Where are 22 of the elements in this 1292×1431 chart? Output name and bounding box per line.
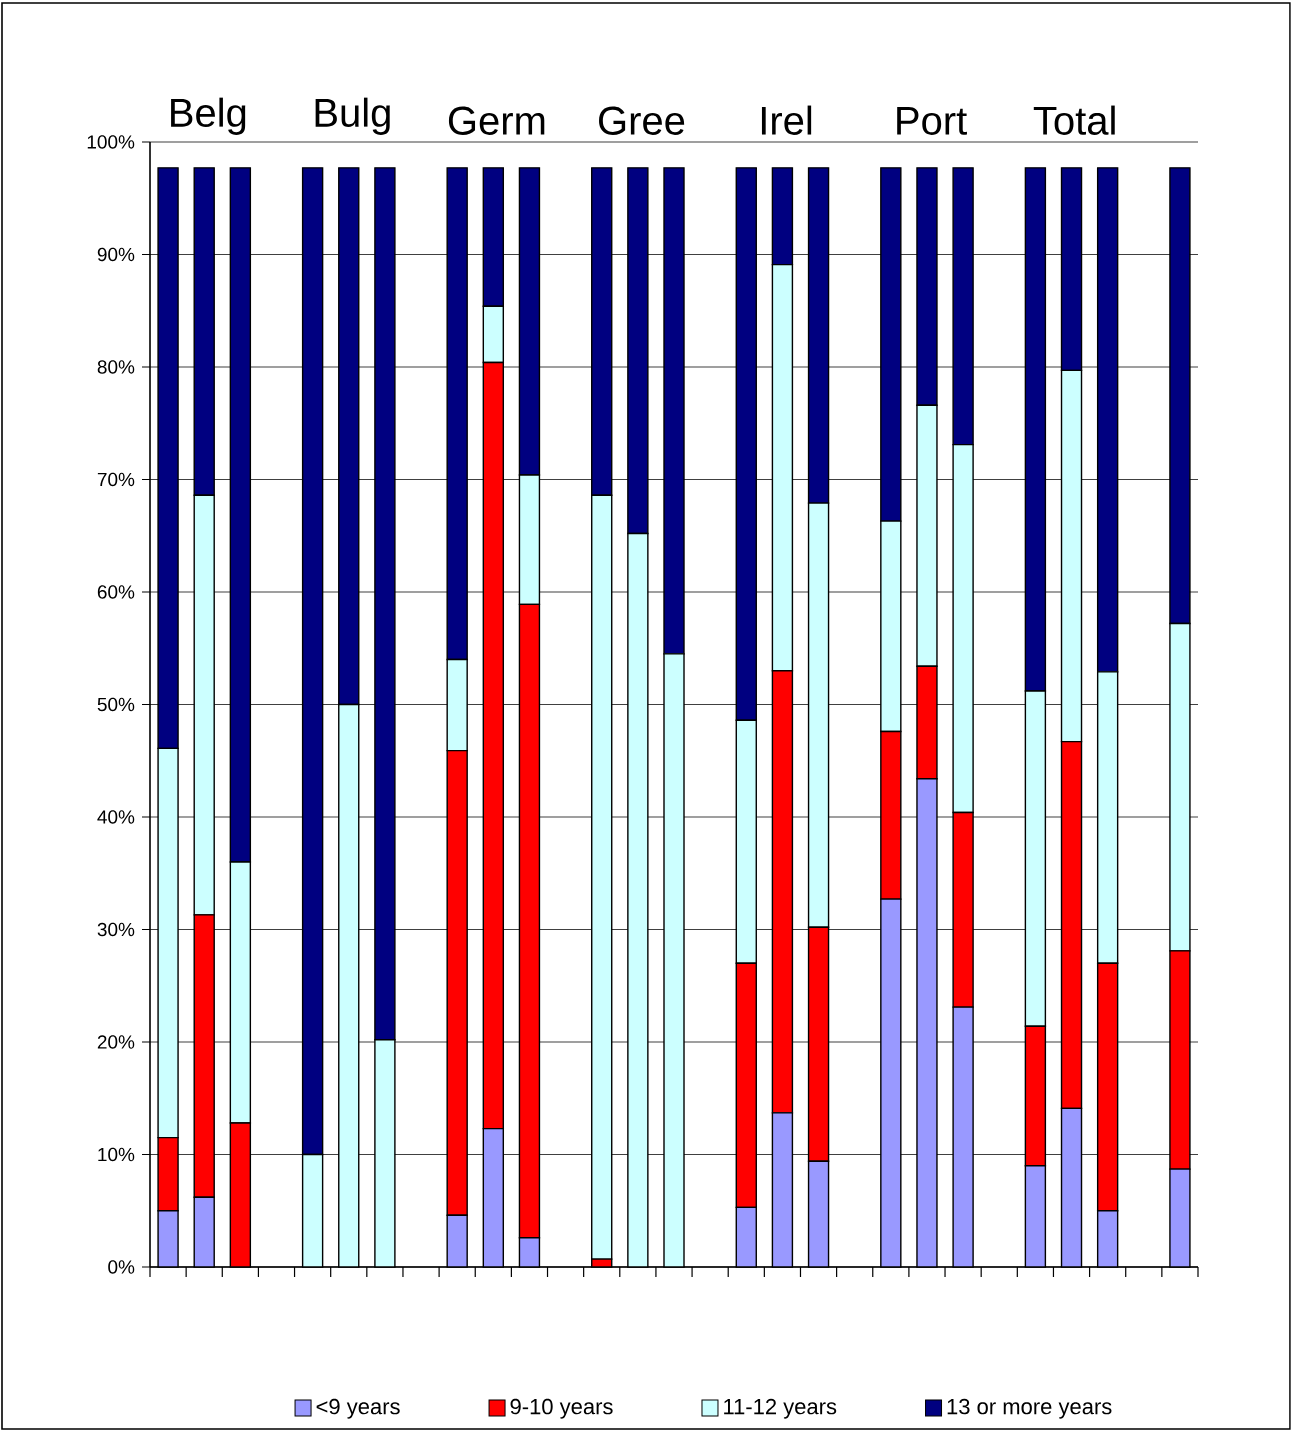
text: Gree	[599, 106, 685, 135]
legend-label: 9-10 years	[510, 1398, 613, 1419]
y-tick-label: 30%	[97, 922, 135, 937]
y-tick-label: 0%	[108, 1260, 135, 1274]
y-tick-label: 20%	[97, 1035, 135, 1049]
text: Germ	[448, 106, 545, 135]
y-tick-label: 60%	[97, 585, 135, 599]
y-tick-label: 40%	[97, 810, 135, 824]
text: Port	[897, 107, 967, 135]
legend-label: 13 or more years	[947, 1398, 1112, 1419]
y-tick-label: 50%	[97, 697, 135, 712]
text: Total	[1033, 105, 1115, 135]
y-tick-label: 70%	[97, 472, 135, 487]
y-tick-label: 10%	[98, 1147, 135, 1162]
text: Irel	[761, 105, 812, 135]
text: Belg	[171, 97, 246, 135]
y-tick-label: 80%	[97, 360, 135, 374]
y-tick-label: 90%	[97, 247, 135, 262]
y-tick-label: 100%	[87, 135, 135, 149]
text: Bulg	[315, 97, 390, 135]
legend-label: <9 years	[316, 1398, 400, 1419]
legend-label: 11-12 years	[724, 1398, 837, 1419]
